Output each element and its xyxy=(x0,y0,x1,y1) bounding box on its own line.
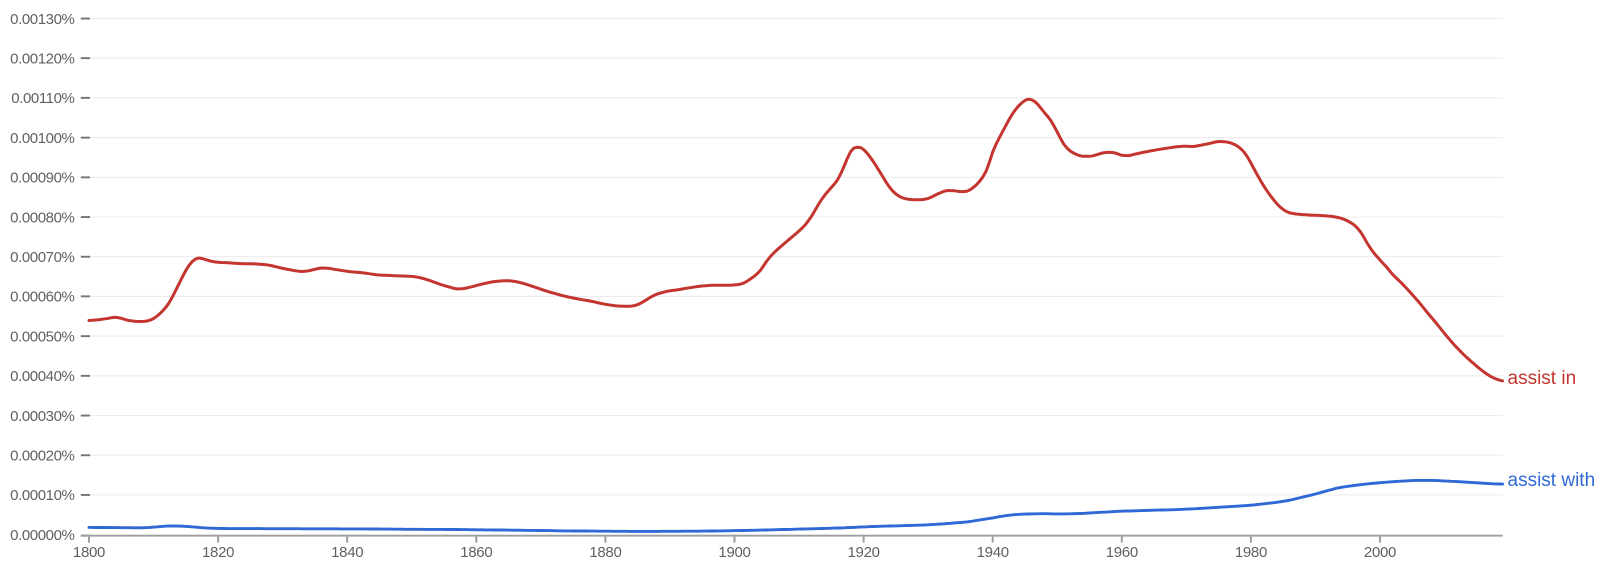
svg-text:assist with: assist with xyxy=(1508,470,1596,491)
svg-text:0.00050%: 0.00050% xyxy=(10,328,74,345)
svg-text:1960: 1960 xyxy=(1106,544,1138,561)
svg-text:1900: 1900 xyxy=(718,544,750,561)
svg-text:0.00000%: 0.00000% xyxy=(10,527,74,544)
svg-text:0.00120%: 0.00120% xyxy=(10,51,74,68)
svg-text:0.00070%: 0.00070% xyxy=(10,249,74,266)
svg-text:1860: 1860 xyxy=(460,544,492,561)
svg-text:1940: 1940 xyxy=(977,544,1009,561)
svg-text:0.00100%: 0.00100% xyxy=(10,130,74,147)
svg-text:0.00010%: 0.00010% xyxy=(10,487,74,504)
svg-text:1800: 1800 xyxy=(73,544,105,561)
svg-text:1880: 1880 xyxy=(589,544,621,561)
svg-text:0.00080%: 0.00080% xyxy=(10,209,74,226)
svg-text:assist in: assist in xyxy=(1508,368,1577,389)
svg-text:1980: 1980 xyxy=(1235,544,1267,561)
svg-text:1920: 1920 xyxy=(848,544,880,561)
svg-text:1840: 1840 xyxy=(331,544,363,561)
svg-text:0.00020%: 0.00020% xyxy=(10,448,74,465)
svg-text:0.00040%: 0.00040% xyxy=(10,368,74,385)
svg-text:0.00110%: 0.00110% xyxy=(11,90,74,107)
svg-text:0.00060%: 0.00060% xyxy=(10,289,74,306)
svg-text:1820: 1820 xyxy=(202,544,234,561)
svg-text:0.00130%: 0.00130% xyxy=(10,11,74,28)
svg-text:2000: 2000 xyxy=(1364,544,1396,561)
svg-text:0.00030%: 0.00030% xyxy=(10,408,74,425)
svg-text:0.00090%: 0.00090% xyxy=(10,170,74,187)
